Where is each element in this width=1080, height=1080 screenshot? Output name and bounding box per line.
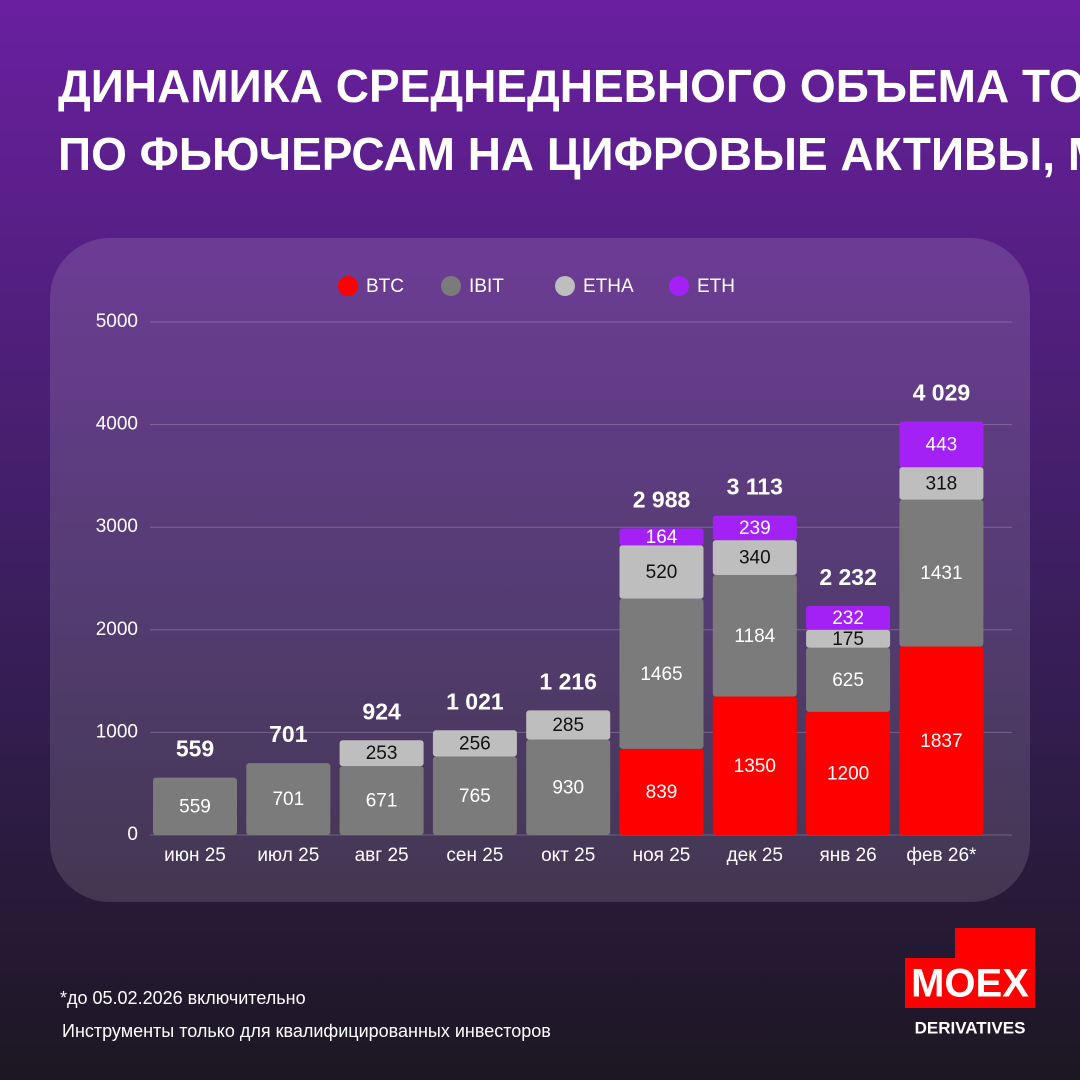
bar-segment [432,730,517,757]
bar-segment [806,711,891,835]
chart-title: ДИНАМИКА СРЕДНЕДНЕВНОГО ОБЪЕМА ТОРГОВ [58,60,1080,112]
total-label: 1 021 [446,688,504,714]
bar-segment [246,763,331,835]
data-label: 318 [926,473,958,494]
data-label: 256 [459,733,491,754]
legend-swatch [669,276,689,296]
bar-segment [526,710,611,740]
data-label: 559 [179,796,211,817]
y-tick-label: 0 [127,824,138,845]
bar-segment [339,766,424,835]
total-label: 2 232 [819,564,877,590]
bar-segment [619,545,704,599]
footnote: *до 05.02.2026 включительно [60,988,306,1008]
data-label: 232 [832,608,864,629]
bar-segment [526,739,611,835]
data-label: 701 [272,789,304,810]
data-label: 253 [366,743,398,764]
x-tick-label: сен 25 [446,845,503,866]
footnote: Инструменты только для квалифицированных… [62,1021,551,1041]
bar-segment [806,605,891,630]
x-tick-label: июн 25 [164,845,226,866]
legend-label: BTC [366,276,404,297]
total-label: 559 [176,736,214,762]
data-label: 1200 [827,763,869,784]
data-label: 340 [739,548,771,569]
x-tick-label: ноя 25 [633,845,691,866]
x-tick-label: дек 25 [727,845,783,866]
legend-label: IBIT [469,276,504,297]
data-label: 1465 [640,664,682,685]
data-label: 765 [459,786,491,807]
total-label: 924 [362,698,401,724]
data-label: 443 [926,434,958,455]
chart-title: ПО ФЬЮЧЕРСАМ НА ЦИФРОВЫЕ АКТИВЫ, МЛН РУБ [58,128,1080,180]
bar-segment [712,515,797,541]
x-tick-label: фев 26* [906,845,977,866]
bar-segment [712,696,797,835]
bar-segment [899,421,984,468]
bar-segment [806,629,891,648]
x-tick-label: янв 26 [819,845,876,866]
bar-segment [432,756,517,835]
data-label: 625 [832,670,864,691]
bar-segment [899,467,984,500]
bar-segment [712,540,797,576]
x-tick-label: окт 25 [541,845,595,866]
bar-segment [619,598,704,749]
bar-segment [619,748,704,835]
logo-shape [905,928,1035,1008]
data-label: 175 [832,629,864,650]
legend-swatch [338,276,358,296]
total-label: 2 988 [633,487,691,513]
legend-swatch [441,276,461,296]
total-label: 1 216 [539,668,597,694]
data-label: 671 [366,791,398,812]
y-tick-label: 4000 [96,414,138,435]
total-label: 3 113 [727,474,783,500]
y-tick-label: 2000 [96,619,138,640]
bar-segment [899,646,984,835]
y-tick-label: 1000 [96,721,138,742]
data-label: 520 [646,562,678,583]
bar-segment [339,740,424,767]
bar-segment [806,647,891,712]
y-tick-label: 3000 [96,516,138,537]
bar-segment [619,528,704,546]
data-label: 239 [739,518,771,539]
data-label: 1184 [734,626,775,647]
data-label: 1350 [734,756,776,777]
total-label: 4 029 [913,380,971,406]
total-label: 701 [269,721,308,747]
data-label: 1837 [920,731,962,752]
data-label: 839 [646,782,678,803]
x-tick-label: июл 25 [257,845,319,866]
bar-segment [899,499,984,647]
logo-subtitle: DERIVATIVES [915,1018,1026,1037]
x-tick-label: авг 25 [355,845,409,866]
logo-name: MOEX [911,962,1029,1006]
y-tick-label: 5000 [96,311,138,332]
legend-label: ETHA [583,276,634,297]
data-label: 285 [552,715,584,736]
legend-swatch [555,276,575,296]
bar-segment [712,575,797,697]
bar-segment [153,777,237,835]
data-label: 930 [552,777,584,798]
data-label: 1431 [920,563,962,584]
legend-label: ETH [697,276,735,297]
data-label: 164 [646,527,678,548]
